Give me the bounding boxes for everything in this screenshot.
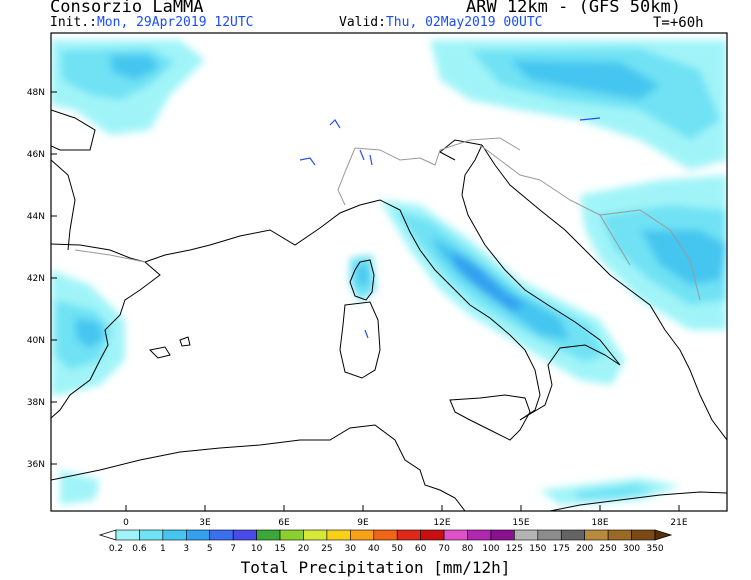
lon-label: 18E — [591, 518, 608, 528]
coast-istria-dalmatia — [481, 144, 666, 331]
colorbar-label: 10 — [251, 544, 263, 554]
lat-label: 44N — [27, 212, 45, 222]
colorbar-label: 0.6 — [132, 544, 147, 554]
init-label: Init.: — [50, 15, 97, 30]
coast-gulf-of-lion — [144, 199, 381, 263]
lon-label: 3E — [199, 518, 211, 528]
colorbar-title: Total Precipitation [mm/12h] — [240, 558, 511, 577]
island-corsica — [349, 259, 375, 301]
colorbar-label: 7 — [230, 544, 236, 554]
colorbar-label: 150 — [529, 544, 546, 554]
colorbar-label: 5 — [207, 544, 213, 554]
border-switzerland — [354, 147, 441, 166]
lake-geneva — [299, 157, 316, 166]
border-slovenia — [479, 144, 541, 181]
lon-label: 15E — [512, 518, 529, 528]
colorbar-label: 40 — [368, 544, 380, 554]
colorbar-label: 3 — [183, 544, 189, 554]
islands-balearic — [148, 336, 191, 359]
colorbar-label: 300 — [623, 544, 640, 554]
init-value: Mon, 29Apr2019 12UTC — [96, 15, 254, 30]
precipitation-map: 0 3E 6E 9E 12E 15E 18E 21E 48N 46N 44N 42N 40N 38N 36… — [27, 32, 728, 528]
valid-value: Thu, 02May2019 00UTC — [385, 15, 543, 30]
colorbar-label: 250 — [600, 544, 617, 554]
colorbar-label: 0.2 — [109, 544, 123, 554]
colorbar-label: 50 — [391, 544, 403, 554]
lon-label: 21E — [670, 518, 687, 528]
lat-label: 48N — [27, 88, 45, 98]
lat-label: 42N — [27, 274, 45, 284]
init-time: Init.:Mon, 29Apr2019 12UTC — [50, 15, 254, 30]
coast-iberia-north — [51, 243, 146, 263]
lat-label: 46N — [27, 150, 45, 160]
colorbar-label: 80 — [462, 544, 474, 554]
lat-ticks: 48N 46N 44N 42N 40N 38N 36N — [27, 88, 57, 470]
lon-label: 9E — [357, 518, 369, 528]
coast-gulf-of-venice — [439, 139, 483, 161]
colorbar-label: 175 — [553, 544, 570, 554]
coastlines — [51, 109, 727, 511]
lakes-north-italy — [359, 149, 373, 166]
coast-france-north — [51, 109, 96, 151]
lon-label: 0 — [123, 518, 129, 528]
lon-label: 6E — [278, 518, 290, 528]
coast-iberia-east — [51, 261, 161, 419]
island-sardinia — [339, 301, 381, 379]
lat-label: 38N — [27, 398, 45, 408]
lon-ticks: 0 3E 6E 9E 12E 15E 18E 21E — [123, 505, 688, 528]
colorbar-label: 350 — [646, 544, 663, 554]
valid-label: Valid: — [339, 15, 386, 30]
coast-italy-adriatic — [461, 144, 621, 366]
forecast-step: T=+60h — [653, 15, 704, 31]
lat-label: 36N — [27, 460, 45, 470]
model-title: ARW 12km - (GFS 50km) — [466, 0, 681, 17]
source-title: Consorzio LaMMA — [50, 0, 204, 17]
lat-label: 40N — [27, 336, 45, 346]
lakes-rivers — [299, 117, 601, 339]
coast-greece-west — [664, 329, 727, 441]
map-frame — [50, 32, 728, 512]
borders — [74, 137, 701, 301]
coast-italy-toe-east — [519, 344, 621, 421]
island-sicily — [449, 394, 531, 441]
border-alps-france-italy — [337, 147, 356, 206]
valid-time: Valid:Thu, 02May2019 00UTC — [339, 15, 543, 30]
coast-france-atlantic — [51, 159, 76, 251]
border-balkans — [599, 209, 701, 301]
lake-sardinia — [364, 329, 369, 339]
border-austria — [439, 137, 521, 151]
lake-balaton — [579, 117, 601, 121]
lake-constance — [329, 119, 341, 129]
coast-libya — [549, 491, 727, 511]
colorbar-label: 70 — [438, 544, 450, 554]
colorbar-label: 25 — [321, 544, 332, 554]
colorbar-label: 30 — [345, 544, 357, 554]
coast-italy-west — [379, 199, 541, 421]
colorbar-label: 200 — [576, 544, 593, 554]
colorbar-label: 15 — [274, 544, 285, 554]
border-pyrenees — [74, 249, 146, 263]
colorbar-label: 20 — [298, 544, 310, 554]
coast-africa-north — [51, 424, 466, 511]
lon-label: 12E — [433, 518, 450, 528]
colorbar-label: 1 — [160, 544, 166, 554]
colorbar-label: 60 — [415, 544, 427, 554]
colorbar-labels: 0.2 0.6 1 3 5 7 10 15 20 25 30 40 50 60 70 80 100 125 150 1… — [109, 544, 664, 554]
colorbar-label: 125 — [506, 544, 523, 554]
colorbar-label: 100 — [482, 544, 499, 554]
